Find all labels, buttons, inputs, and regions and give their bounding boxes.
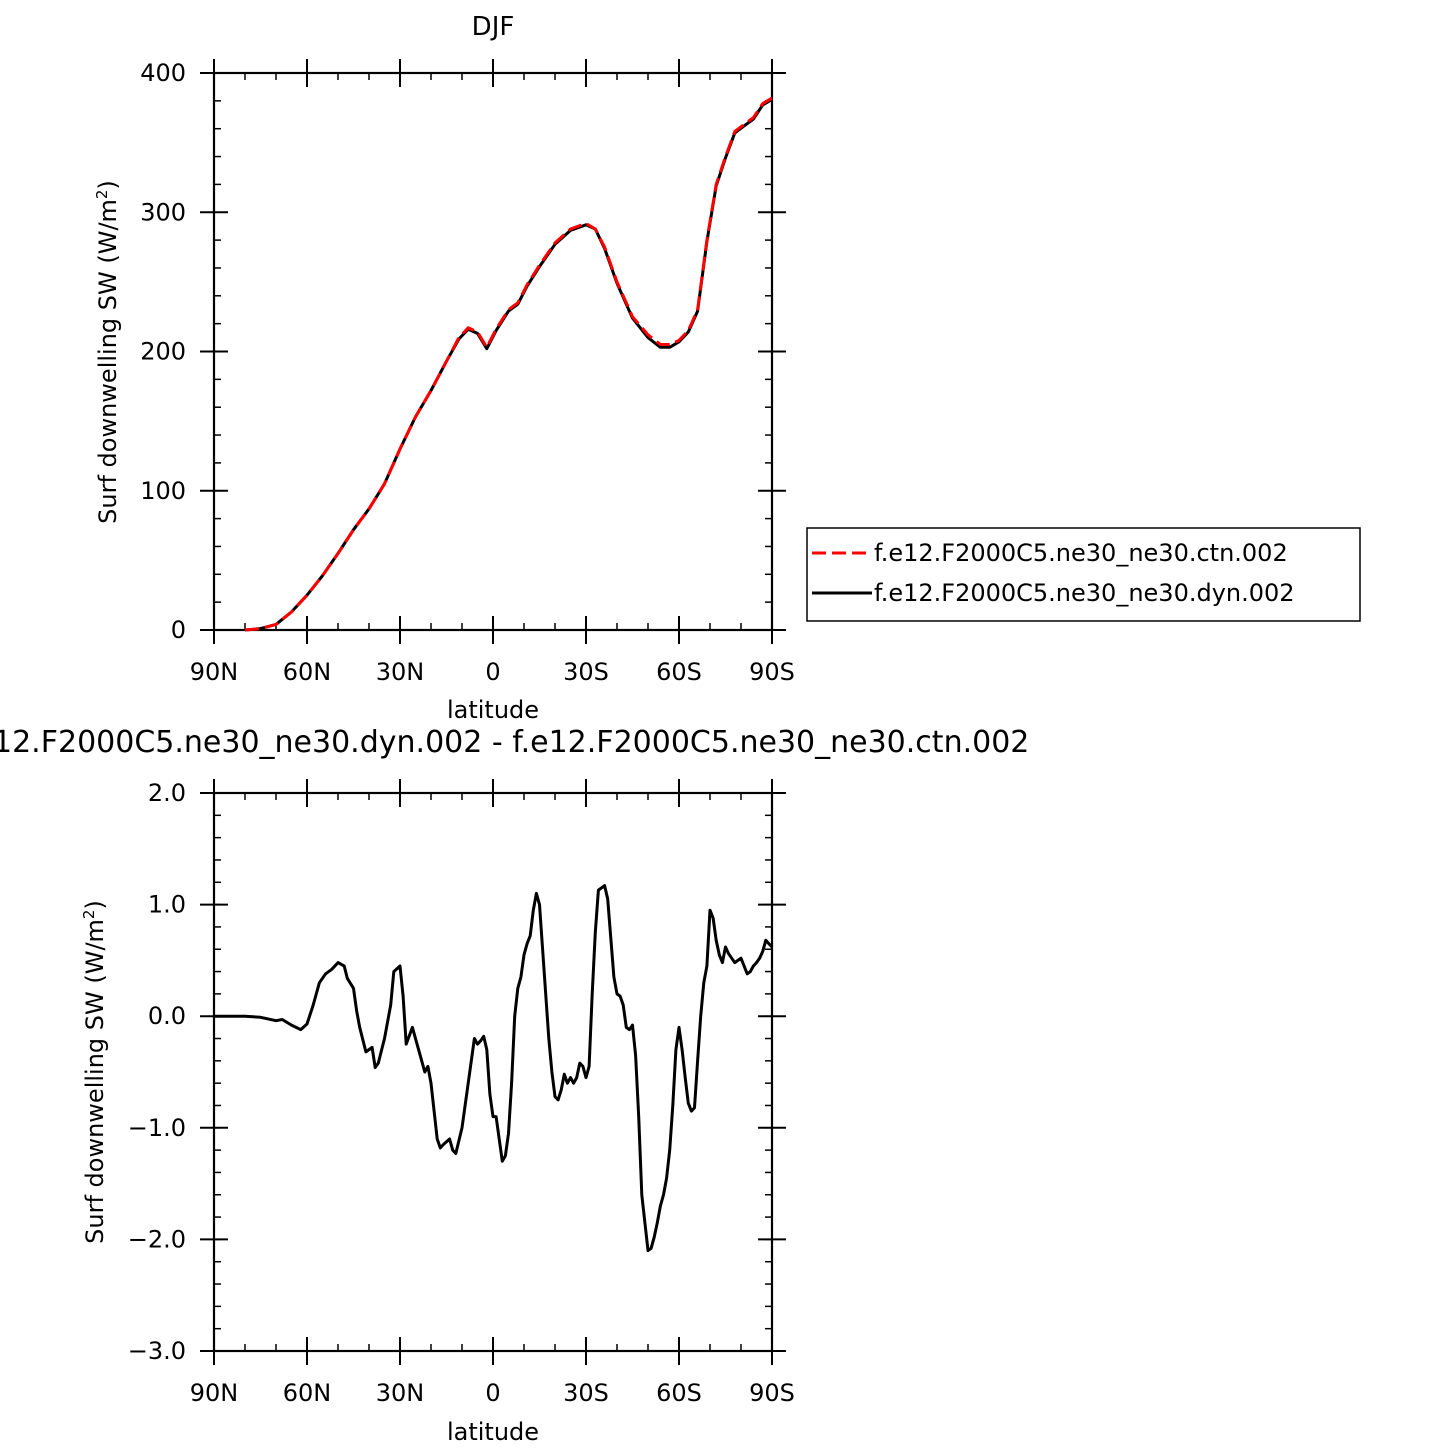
top-x-tick-label: 60S [656, 658, 702, 686]
legend-box [806, 527, 1361, 622]
top-y-axis-label: Surf downwelling SW (W/m2) [93, 180, 122, 524]
bottom-plot-area: −3.0 −2.0 −1.0 0.0 1.0 2.0 90N 60N 30N 0 30S 60S 90S [128, 779, 795, 1407]
bottom-x-tick-label: 30N [376, 1379, 425, 1407]
top-x-tick-label: 90N [190, 658, 239, 686]
bottom-x-axis-label: latitude [447, 1418, 539, 1446]
bottom-y-tick-label: 1.0 [148, 891, 186, 919]
top-panel: DJF 0 100 200 300 400 90N 60N 30N 0 30S 60S 90S lat… [93, 12, 1361, 724]
top-y-tick-label: 100 [140, 477, 186, 505]
bottom-x-tick-label: 60S [656, 1379, 702, 1407]
bottom-y-axis-label: Surf downwelling SW (W/m2) [80, 900, 109, 1244]
bottom-series-line-difference [214, 884, 774, 1253]
bottom-x-tick-label: 60N [283, 1379, 332, 1407]
top-y-tick-label: 0 [171, 616, 186, 644]
bottom-x-tick-label: 90S [749, 1379, 795, 1407]
bottom-panel: f.e12.F2000C5.ne30_ne30.dyn.002 - f.e12.… [0, 725, 1029, 1446]
top-chart-title: DJF [472, 12, 515, 42]
top-plot-area: 0 100 200 300 400 90N 60N 30N 0 30S 60S 90S [140, 59, 795, 686]
bottom-y-tick-label: −3.0 [128, 1337, 186, 1365]
bottom-y-tick-label: −2.0 [128, 1225, 186, 1253]
bottom-y-tick-label: 2.0 [148, 779, 186, 807]
bottom-y-tick-label: −1.0 [128, 1114, 186, 1142]
bottom-plot-frame [212, 791, 774, 1353]
top-x-tick-label: 30N [376, 658, 425, 686]
top-y-tick-label: 400 [140, 59, 186, 87]
top-series-line-dyn [244, 98, 773, 632]
bottom-x-tick-label: 0 [485, 1379, 500, 1407]
top-y-tick-label: 300 [140, 198, 186, 226]
top-x-tick-label: 0 [485, 658, 500, 686]
bottom-x-tick-label: 30S [563, 1379, 609, 1407]
top-plot-frame [212, 71, 774, 632]
legend-label-ctn: f.e12.F2000C5.ne30_ne30.ctn.002 [874, 539, 1288, 567]
bottom-chart-title: f.e12.F2000C5.ne30_ne30.dyn.002 - f.e12.… [0, 725, 1029, 760]
top-x-axis-label: latitude [447, 696, 539, 724]
top-series-line-ctn [244, 96, 773, 632]
top-x-tick-label: 90S [749, 658, 795, 686]
top-x-tick-label: 30S [563, 658, 609, 686]
top-x-tick-label: 60N [283, 658, 332, 686]
bottom-y-tick-label: 0.0 [148, 1002, 186, 1030]
legend: f.e12.F2000C5.ne30_ne30.ctn.002 f.e12.F2… [806, 527, 1361, 622]
legend-label-dyn: f.e12.F2000C5.ne30_ne30.dyn.002 [874, 579, 1295, 607]
top-y-tick-label: 200 [140, 338, 186, 366]
bottom-x-tick-label: 90N [190, 1379, 239, 1407]
